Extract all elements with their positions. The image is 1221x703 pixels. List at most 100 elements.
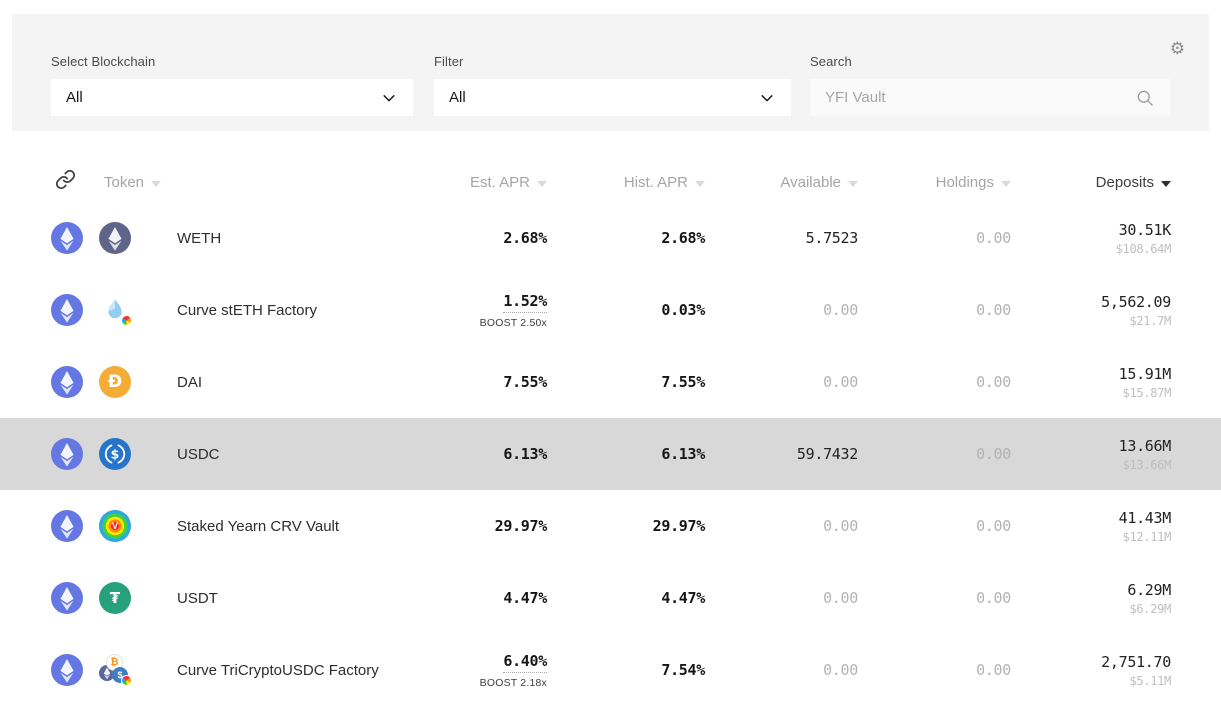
available-cell: 0.00 — [705, 373, 858, 391]
est-apr-value: 1.52% — [503, 292, 547, 313]
filter-selected-value: All — [449, 89, 466, 106]
sort-triangle-icon — [1001, 180, 1011, 187]
holdings-cell: 0.00 — [858, 229, 1011, 247]
deposits-cell: 6.29M $6.29M — [1011, 581, 1171, 616]
column-header-deposits[interactable]: Deposits — [1011, 174, 1171, 191]
sort-triangle-icon — [151, 180, 162, 187]
holdings-value: 0.00 — [976, 589, 1011, 607]
holdings-value: 0.00 — [976, 373, 1011, 391]
deposits-cell: 30.51K $108.64M — [1011, 220, 1172, 256]
sort-triangle-icon — [1161, 180, 1171, 187]
deposits-usd-value: $108.64M — [1115, 241, 1172, 256]
dai-icon: Đ — [99, 366, 131, 398]
filter-select[interactable]: All — [434, 79, 791, 116]
deposits-cell: 41.43M $12.11M — [1011, 509, 1172, 544]
column-header-holdings[interactable]: Holdings — [858, 174, 1011, 191]
available-cell: 0.00 — [705, 589, 858, 607]
sort-triangle-icon — [848, 180, 858, 187]
hist-apr-value: 29.97% — [652, 517, 706, 535]
usdt-icon: ₮ — [99, 582, 131, 614]
blockchain-select[interactable]: All — [51, 79, 413, 116]
filter-field: Filter All — [434, 54, 791, 116]
tricrypto-icon: ₿ $ — [99, 654, 132, 686]
chevron-down-icon — [380, 89, 398, 107]
deposits-cell: 13.66M $13.66M — [1011, 436, 1172, 472]
token-name: USDT — [177, 589, 218, 607]
usdc-icon: $ — [99, 438, 131, 470]
weth-icon — [99, 222, 131, 254]
table-row[interactable]: V Staked Yearn CRV Vault 29.97% 29.97% 0… — [0, 490, 1221, 562]
table-row[interactable]: Curve stETH Factory 1.52% BOOST 2.50x 0.… — [0, 274, 1221, 346]
available-cell: 0.00 — [705, 661, 858, 679]
est-apr-cell: 2.68% — [427, 229, 547, 247]
token-name: WETH — [177, 229, 222, 247]
hist-apr-cell: 29.97% — [547, 517, 706, 535]
vault-list: WETH 2.68% 2.68% 5.7523 0.00 30.51K $108… — [0, 202, 1221, 703]
available-value: 0.00 — [823, 301, 858, 319]
table-row[interactable]: $ USDC 6.13% 6.13% 59.7432 0.00 13.66M $… — [0, 418, 1221, 490]
search-input[interactable] — [825, 89, 1135, 106]
steth-curve-icon — [99, 294, 132, 326]
est-apr-value: 2.68% — [503, 229, 547, 247]
available-cell: 0.00 — [705, 517, 858, 535]
ethereum-chain-icon — [51, 654, 83, 686]
est-apr-cell: 4.47% — [427, 589, 547, 607]
holdings-cell: 0.00 — [858, 373, 1011, 391]
deposits-value: 13.66M — [1118, 436, 1172, 455]
boost-label: BOOST 2.18x — [479, 676, 547, 689]
est-apr-cell: 7.55% — [427, 373, 547, 391]
svg-text:$: $ — [111, 447, 120, 462]
ethereum-chain-icon — [51, 294, 83, 326]
ethereum-chain-icon — [51, 222, 83, 254]
filter-panel: Select Blockchain All Filter All Search … — [12, 14, 1209, 131]
ethereum-chain-icon — [51, 510, 83, 542]
available-value: 0.00 — [823, 589, 858, 607]
hist-apr-value: 7.55% — [661, 373, 705, 391]
available-value: 0.00 — [823, 661, 858, 679]
available-value: 59.7432 — [796, 445, 858, 463]
boost-label: BOOST 2.50x — [479, 316, 547, 329]
holdings-cell: 0.00 — [858, 517, 1011, 535]
hist-apr-value: 2.68% — [661, 229, 705, 247]
est-apr-value: 6.40% — [503, 652, 547, 673]
hist-apr-cell: 0.03% — [547, 301, 705, 319]
sort-triangle-icon — [695, 180, 705, 187]
deposits-value: 5,562.09 — [1101, 292, 1171, 311]
est-apr-cell: 29.97% — [427, 517, 548, 535]
deposits-value: 30.51K — [1118, 220, 1172, 239]
holdings-value: 0.00 — [976, 517, 1011, 535]
ethereum-chain-icon — [51, 366, 83, 398]
available-value: 0.00 — [823, 517, 858, 535]
table-row[interactable]: ₿ $ Curve TriCryptoUSDC Factory 6.40% BOO… — [0, 634, 1221, 703]
ethereum-chain-icon — [51, 582, 83, 614]
filter-label: Filter — [434, 54, 464, 69]
hist-apr-cell: 4.47% — [547, 589, 705, 607]
holdings-cell: 0.00 — [858, 661, 1011, 679]
holdings-value: 0.00 — [976, 301, 1011, 319]
deposits-usd-value: $21.7M — [1129, 313, 1171, 328]
available-cell: 59.7432 — [705, 445, 858, 463]
column-header-token[interactable]: Token — [99, 174, 427, 191]
sort-triangle-icon — [537, 180, 547, 187]
blockchain-label: Select Blockchain — [51, 54, 156, 69]
column-header-hist-apr[interactable]: Hist. APR — [547, 174, 705, 191]
available-cell: 5.7523 — [705, 229, 859, 247]
link-icon[interactable] — [51, 169, 99, 195]
gear-icon[interactable]: ⚙︎ — [1169, 39, 1185, 59]
blockchain-selected-value: All — [66, 89, 83, 106]
est-apr-value: 7.55% — [503, 373, 547, 391]
table-row[interactable]: Đ DAI 7.55% 7.55% 0.00 0.00 15.91M $15.8… — [0, 346, 1221, 418]
blockchain-field: Select Blockchain All — [51, 54, 413, 116]
est-apr-cell: 1.52% BOOST 2.50x — [427, 292, 548, 329]
column-header-est-apr[interactable]: Est. APR — [427, 174, 547, 191]
hist-apr-value: 7.54% — [661, 661, 705, 679]
table-row[interactable]: ₮ USDT 4.47% 4.47% 0.00 0.00 6.29M $6.29… — [0, 562, 1221, 634]
holdings-value: 0.00 — [976, 661, 1011, 679]
column-header-available[interactable]: Available — [705, 174, 858, 191]
token-name: DAI — [177, 373, 203, 391]
table-row[interactable]: WETH 2.68% 2.68% 5.7523 0.00 30.51K $108… — [0, 202, 1221, 274]
deposits-cell: 5,562.09 $21.7M — [1011, 293, 1171, 328]
deposits-usd-value: $5.11M — [1129, 673, 1171, 688]
deposits-cell: 2,751.70 $5.11M — [1011, 653, 1171, 688]
ycrv-icon: V — [99, 510, 131, 542]
